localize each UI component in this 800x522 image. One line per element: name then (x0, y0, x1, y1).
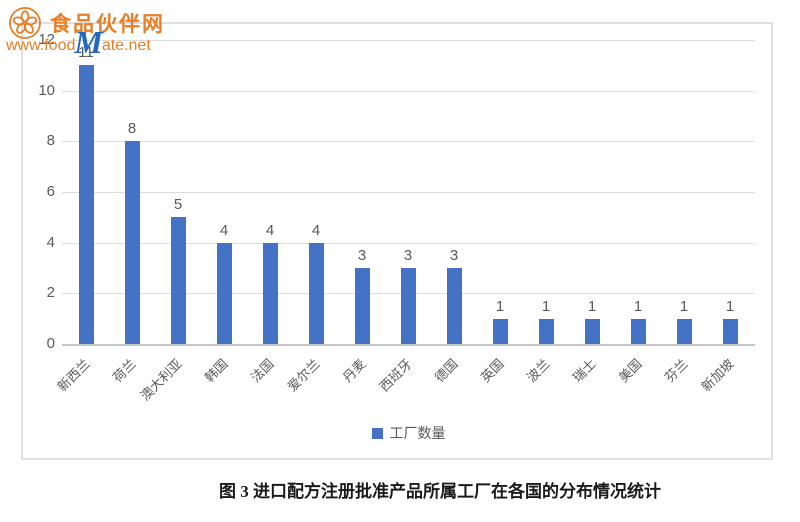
bar (630, 318, 646, 344)
category-label: 美国 (615, 356, 645, 386)
gridline (62, 192, 755, 193)
category-label: 荷兰 (109, 356, 139, 386)
y-tick-label: 8 (46, 132, 55, 150)
legend: 工厂数量 (62, 425, 755, 441)
y-tick-label: 10 (38, 81, 55, 99)
bar-value-label: 3 (357, 247, 367, 264)
logo-site-name: 食品伙伴网 (50, 13, 165, 36)
bar (216, 242, 232, 344)
logo-url: www.food M ate.net (6, 24, 151, 60)
bar (354, 268, 370, 344)
category-label: 德国 (431, 356, 461, 386)
logo-m-letter: M (74, 24, 103, 60)
bar-value-label: 3 (449, 247, 459, 264)
bar-value-label: 3 (403, 247, 413, 264)
y-tick-label: 4 (46, 233, 55, 251)
y-tick-label: 12 (38, 31, 55, 48)
category-label: 法国 (247, 356, 277, 386)
category-label: 新西兰 (54, 356, 93, 395)
y-tick-label: 2 (46, 284, 55, 302)
bar (538, 318, 554, 344)
legend-swatch-icon (371, 427, 383, 439)
bar (676, 318, 692, 344)
bar-value-label: 4 (311, 221, 321, 239)
gridline (62, 90, 755, 92)
bar-value-label: 4 (265, 221, 275, 239)
chart-frame: 0 2 4 6 8 10 12 11 新西兰 8 荷兰 5 澳大利亚 4 韩国 4 法国 4 爱尔兰 3 丹麦 3 西班牙 3… (21, 22, 773, 460)
category-label: 英国 (477, 356, 507, 386)
category-label: 韩国 (201, 356, 231, 386)
bar-value-label: 11 (78, 44, 94, 62)
bar (446, 268, 462, 344)
bar-value-label: 5 (173, 196, 183, 214)
bar (170, 217, 186, 344)
category-label: 爱尔兰 (284, 356, 323, 395)
bar-value-label: 4 (219, 221, 229, 239)
bar (492, 318, 508, 344)
foodmate-logo: 食品伙伴网 www.food M ate.net (4, 2, 194, 60)
legend-label: 工厂数量 (389, 425, 446, 441)
category-label: 波兰 (523, 356, 553, 386)
bar-value-label: 1 (725, 297, 735, 315)
y-tick-label: 6 (46, 183, 55, 200)
bar (262, 242, 278, 344)
category-label: 芬兰 (661, 356, 691, 386)
plot-area: 0 2 4 6 8 10 12 11 新西兰 8 荷兰 5 澳大利亚 4 韩国 4 法国 4 爱尔兰 3 丹麦 3 西班牙 3… (23, 24, 771, 458)
logo-url-prefix: www.food (6, 37, 76, 54)
bar (308, 242, 324, 344)
gridline (62, 40, 755, 41)
category-label: 瑞士 (569, 356, 599, 386)
bar (124, 141, 140, 344)
bar-value-label: 1 (587, 297, 597, 315)
category-label: 新加坡 (698, 356, 737, 395)
logo-url-suffix: ate.net (101, 37, 151, 54)
bar (722, 318, 738, 344)
bar-value-label: 1 (679, 297, 689, 315)
category-label: 丹麦 (339, 356, 369, 386)
bar (584, 318, 600, 344)
bar-value-label: 8 (127, 120, 137, 138)
bar-value-label: 1 (633, 297, 643, 315)
chart-caption: 图 3 进口配方注册批准产品所属工厂在各国的分布情况统计 (219, 482, 661, 501)
category-label: 西班牙 (376, 356, 415, 395)
bar-value-label: 1 (541, 297, 551, 315)
flower-icon (8, 6, 42, 40)
bar (78, 65, 94, 344)
category-label: 澳大利亚 (137, 356, 185, 404)
gridline (62, 242, 755, 244)
x-axis-line (62, 344, 755, 346)
bar (400, 268, 416, 344)
gridline (62, 141, 755, 143)
y-tick-label: 0 (46, 335, 55, 352)
bar-value-label: 1 (495, 297, 505, 315)
